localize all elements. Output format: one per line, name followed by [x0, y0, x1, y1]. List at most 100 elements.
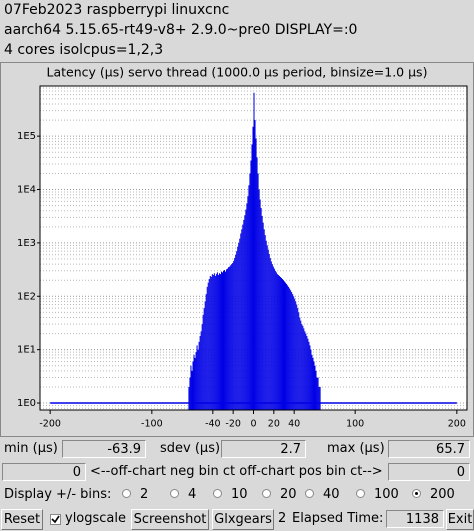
histogram-bar: [199, 336, 201, 410]
radio-button[interactable]: [412, 489, 421, 498]
histogram-bar: [237, 246, 239, 410]
check-stroke: [51, 515, 60, 524]
histogram-bar: [276, 274, 278, 410]
histogram-bar: [296, 304, 298, 410]
x-tick-label: 0: [250, 419, 256, 430]
y-tick-label: 1E5: [17, 131, 36, 142]
histogram-bar: [310, 349, 312, 410]
bins-option[interactable]: 200: [412, 487, 455, 502]
radio-label: 4: [188, 487, 197, 502]
histogram-bar: [224, 270, 226, 410]
bins-label: Display +/- bins:: [4, 487, 112, 502]
y-tick-label: 1E0: [17, 398, 36, 409]
radio-label: 2: [140, 487, 149, 502]
histogram-bar: [302, 325, 304, 410]
screenshot-button[interactable]: Screenshot: [131, 509, 209, 530]
chart: Latency (µs) servo thread (1000.0 µs per…: [0, 62, 474, 437]
header-line: 4 cores isolcpus=1,2,3: [4, 42, 164, 58]
histogram-bar: [220, 271, 222, 410]
radio-label: 20: [280, 487, 297, 502]
histogram-bar: [291, 292, 293, 410]
histogram-bar: [228, 267, 230, 410]
histogram-bar: [282, 280, 284, 410]
bins-option[interactable]: 2: [122, 487, 148, 502]
header-line: aarch64 5.15.65-rt49-v8+ 2.9.0~pre0 DISP…: [4, 22, 358, 38]
glxgears-count: 2: [278, 511, 287, 526]
exit-button[interactable]: Exit: [446, 509, 474, 530]
glxgears-button[interactable]: Glxgears: [212, 509, 274, 530]
histogram-bar: [239, 238, 241, 410]
x-tick-label: -20: [225, 419, 241, 430]
histogram-bar: [289, 288, 291, 410]
radio-label: 100: [374, 487, 399, 502]
histogram-bar: [202, 314, 204, 410]
x-tick-label: 20: [268, 419, 280, 430]
histogram-bar: [311, 354, 313, 410]
reset-button[interactable]: Reset: [1, 509, 43, 530]
histogram-bar: [267, 249, 269, 410]
x-tick-label: -100: [141, 419, 163, 430]
histogram-bar: [198, 341, 200, 410]
ylogscale-checkbox[interactable]: [50, 514, 61, 525]
histogram-bar: [298, 312, 300, 410]
ylogscale-label: ylogscale: [65, 511, 127, 526]
histogram-bar: [260, 208, 262, 410]
histogram-bar: [273, 268, 275, 410]
histogram-bar: [204, 301, 206, 410]
histogram-bar: [197, 349, 199, 410]
histogram-bar: [212, 275, 214, 410]
sdev-value: 2.7: [221, 440, 306, 458]
histogram-bar: [314, 365, 316, 410]
histogram-bar: [235, 254, 237, 410]
x-tick-label: 100: [346, 419, 364, 430]
histogram-bar: [281, 279, 283, 410]
bins-option[interactable]: 10: [213, 487, 248, 502]
histogram-bar: [266, 245, 268, 410]
bins-option[interactable]: 100: [356, 487, 399, 502]
histogram-bar: [308, 341, 310, 410]
histogram-bar: [213, 273, 215, 410]
histogram-bar: [265, 240, 267, 410]
bins-option[interactable]: 20: [262, 487, 297, 502]
radio-label: 200: [430, 487, 455, 502]
histogram-bar: [230, 265, 232, 410]
histogram-bar: [208, 279, 210, 410]
histogram-bar: [226, 269, 228, 410]
radio-button[interactable]: [170, 489, 179, 498]
histogram-bar: [251, 144, 253, 411]
histogram-bar: [274, 270, 276, 410]
histogram-bar: [188, 386, 190, 410]
histogram-bar: [280, 277, 282, 410]
histogram-bar: [257, 173, 259, 410]
radio-button[interactable]: [262, 489, 271, 498]
radio-button[interactable]: [213, 489, 222, 498]
bins-option[interactable]: 4: [170, 487, 196, 502]
histogram-bar: [292, 294, 294, 410]
bins-radio-group: 2 4 10 20 40 100 200: [122, 487, 474, 507]
histogram-bar: [252, 126, 254, 410]
histogram-bar: [229, 266, 231, 410]
radio-button[interactable]: [305, 489, 314, 498]
histogram-bar: [269, 258, 271, 410]
histogram-bar: [221, 272, 223, 410]
histogram-bar: [203, 308, 205, 410]
radio-button[interactable]: [122, 489, 131, 498]
min-label: min (µs): [4, 441, 58, 456]
histogram-bar: [234, 258, 236, 410]
histogram-bar: [307, 338, 309, 410]
histogram-bar: [287, 285, 289, 410]
bins-option[interactable]: 40: [305, 487, 340, 502]
histogram-bar: [279, 276, 281, 410]
y-tick-label: 1E4: [17, 185, 36, 196]
histogram-bar: [231, 264, 233, 410]
histogram-bar: [218, 273, 220, 410]
histogram-bar: [246, 203, 248, 410]
pos-bin-count: 0: [388, 463, 470, 481]
radio-button[interactable]: [356, 489, 365, 498]
histogram-bar: [258, 189, 260, 410]
histogram-bar: [272, 266, 274, 410]
histogram-bar: [219, 274, 221, 410]
histogram-bar: [207, 282, 209, 410]
histogram-bar: [297, 308, 299, 410]
y-tick-label: 1E1: [17, 345, 36, 356]
